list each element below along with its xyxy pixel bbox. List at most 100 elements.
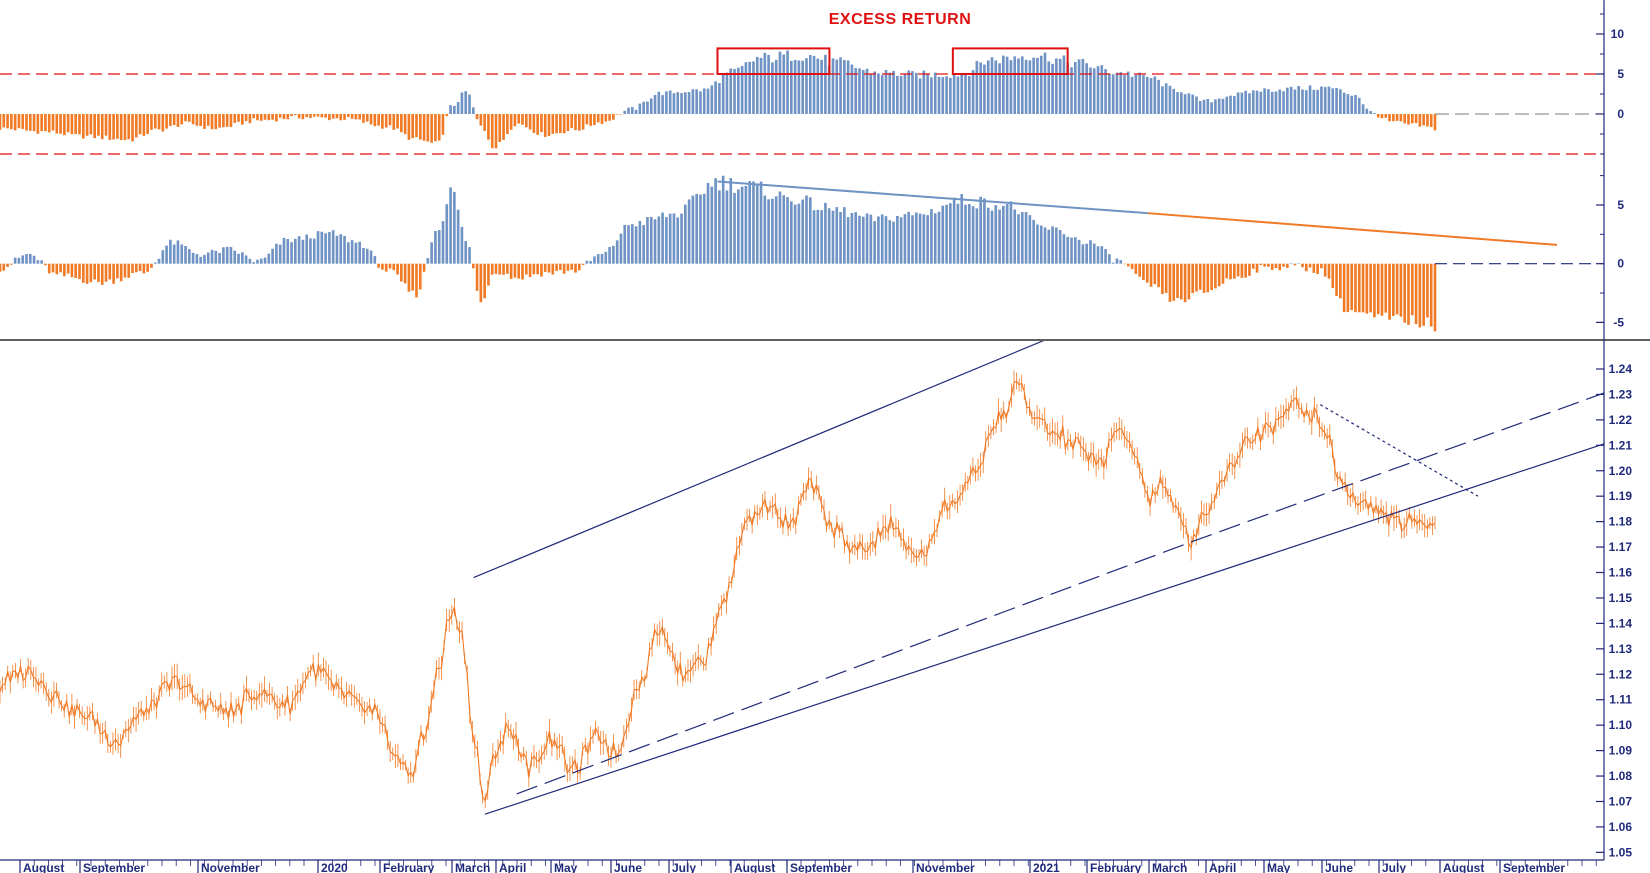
histogram-bar [740,186,744,264]
y-tick-label: 5 [1617,198,1624,212]
histogram-bar [441,221,445,264]
histogram-bar [150,263,153,268]
histogram-bar [615,240,619,264]
histogram-bar [1233,96,1236,114]
histogram-bar [180,114,184,125]
histogram-bar [403,263,407,284]
y-tick-label: 1.23 [1609,387,1633,401]
histogram-bar [1096,246,1100,264]
histogram-bar [441,114,445,135]
trendline-blue [717,180,1149,215]
histogram-bar [612,114,615,120]
histogram-bar [1429,114,1433,127]
histogram-bar [233,114,237,123]
histogram-bar [290,114,293,117]
histogram-bar [1126,71,1130,114]
histogram-bar [453,105,456,114]
histogram-bar [1100,65,1104,114]
histogram-bar [793,59,797,114]
histogram-bar [430,242,433,264]
histogram-bar [222,247,225,264]
histogram-bar [1009,60,1013,114]
histogram-bar [873,71,876,114]
histogram-bar [347,242,350,264]
histogram-bar [1187,93,1191,114]
histogram-bar [184,114,187,122]
histogram-bar [1153,76,1157,114]
histogram-bar [1248,93,1251,114]
histogram-bar [661,95,664,114]
histogram-bar [1361,263,1365,313]
histogram-bar [142,114,146,136]
histogram-bar [297,236,301,264]
histogram-bar [1051,226,1054,264]
histogram-bar [1092,68,1096,114]
histogram-bar [81,114,85,139]
histogram-bar [763,52,767,114]
histogram-bar [275,243,278,264]
histogram-bar [623,110,627,114]
histogram-bar [63,263,66,277]
histogram-bar [365,248,369,264]
histogram-bar [945,204,948,264]
histogram-bar [790,201,793,264]
histogram-bar [256,114,259,121]
histogram-bar [1369,263,1372,313]
histogram-bar [1384,114,1388,118]
histogram-bar [994,205,998,264]
histogram-bar [362,114,365,123]
histogram-bar [570,114,574,129]
histogram-bar [1028,215,1032,264]
histogram-bar [956,76,960,114]
trendline-orange [1147,212,1558,246]
histogram-bar [1138,72,1141,114]
histogram-bar [1161,86,1164,114]
histogram-bar [1225,263,1229,279]
histogram-bar [888,220,892,264]
histogram-bar [1414,263,1418,325]
histogram-bar [543,263,547,272]
histogram-bar [604,114,608,122]
histogram-bar [1005,204,1009,264]
histogram-bar [831,210,835,264]
histogram-bar [294,238,297,264]
histogram-bar [945,76,948,114]
x-tick-label: February [1090,861,1142,873]
histogram-bar [581,114,585,130]
histogram-bar [384,263,388,272]
histogram-bar [1301,89,1304,114]
histogram-bar [275,114,278,122]
histogram-bar [1426,114,1429,127]
histogram-bar [782,195,786,264]
histogram-bar [729,68,733,114]
histogram-bar [896,75,899,114]
histogram-bar [36,114,40,134]
histogram-bar [199,256,202,264]
histogram-bar [706,88,710,114]
histogram-bar [911,215,914,264]
histogram-bar [21,255,25,264]
histogram-bar [1198,101,1202,114]
histogram-bar [116,114,119,139]
histogram-bar [1429,263,1433,327]
histogram-bar [888,72,892,114]
histogram-bar [225,246,229,264]
histogram-bar [983,64,986,114]
histogram-bar [1422,114,1425,126]
histogram-bar [744,62,748,114]
histogram-bar [562,263,566,274]
histogram-bar [721,175,725,264]
y-tick-label: 1.10 [1609,718,1633,732]
histogram-bar [1115,258,1119,264]
histogram-bar [1157,263,1160,288]
histogram-bar [1036,224,1039,264]
histogram-bar [1062,55,1066,114]
trendline-dotted [1319,404,1479,497]
histogram-bar [907,211,911,264]
histogram-bar [1176,92,1179,114]
histogram-bar [460,92,464,114]
histogram-bar [1327,86,1331,114]
histogram-bar [937,76,941,114]
histogram-bar [494,114,498,149]
